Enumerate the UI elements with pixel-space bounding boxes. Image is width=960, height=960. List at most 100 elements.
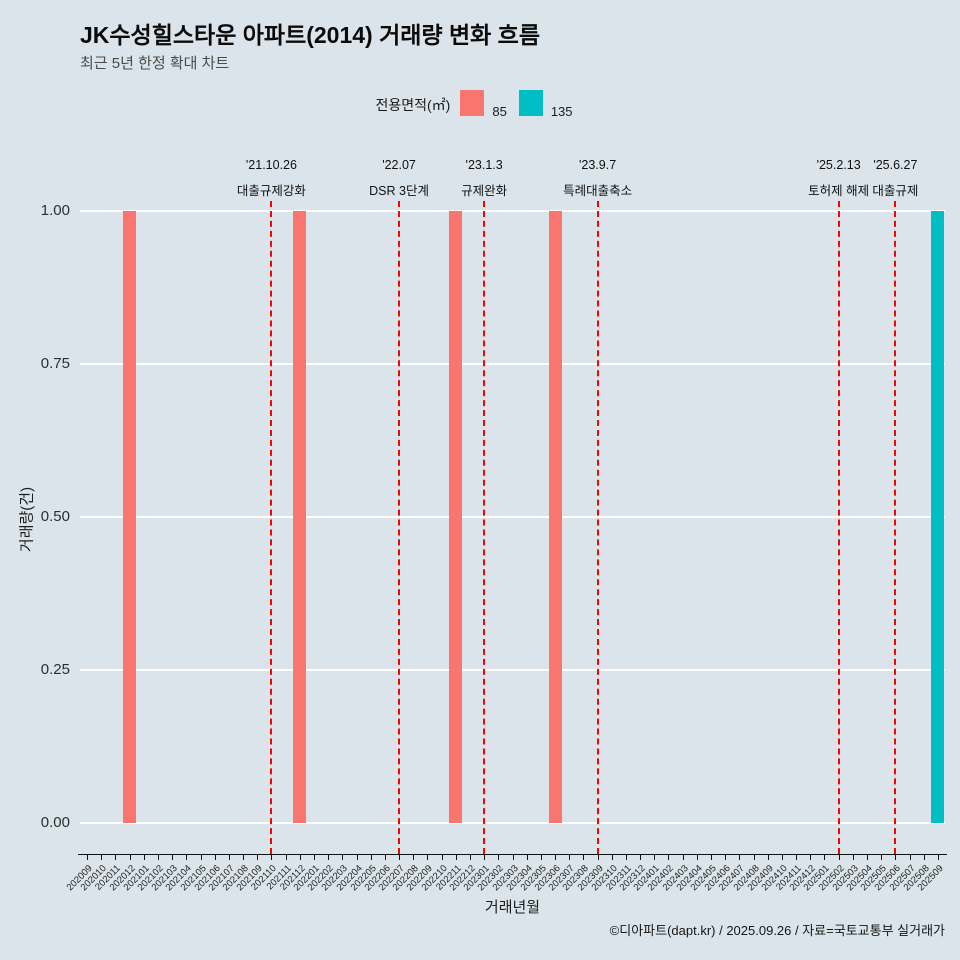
legend-item-label-135: 135 — [550, 103, 573, 119]
chart-title: JK수성힐스타운 아파트(2014) 거래량 변화 흐름 — [80, 22, 541, 48]
x-tick — [115, 855, 117, 860]
x-tick — [413, 855, 415, 860]
x-tick — [824, 855, 826, 860]
x-tick — [654, 855, 656, 860]
y-tick-label: 0.25 — [40, 661, 70, 678]
event-line-202309 — [596, 201, 599, 854]
event-date: '25.2.13 — [816, 158, 861, 172]
x-tick — [767, 855, 769, 860]
x-tick — [810, 855, 812, 860]
y-tick-label: 0.00 — [40, 814, 70, 831]
x-tick — [441, 855, 443, 860]
x-tick — [867, 855, 868, 860]
x-tick — [243, 855, 245, 860]
x-tick — [583, 855, 585, 860]
x-tick — [469, 855, 471, 860]
y-tick-label: 0.75 — [40, 355, 70, 372]
x-tick — [937, 855, 939, 860]
gridline-0.00 — [80, 822, 945, 824]
legend-swatch-85 — [460, 89, 485, 116]
x-axis-title: 거래년월 — [484, 899, 541, 916]
bar-135-202509 — [931, 211, 945, 823]
x-tick — [157, 855, 159, 860]
bar-85-202112 — [293, 211, 307, 823]
event-line-202301 — [483, 201, 486, 854]
gridline-0.25 — [80, 669, 945, 671]
x-tick — [271, 855, 273, 860]
legend-items: 85 135 — [460, 89, 584, 121]
x-tick — [611, 855, 613, 860]
x-tick — [909, 855, 911, 860]
x-tick — [711, 855, 713, 860]
x-tick — [455, 855, 457, 860]
x-tick — [228, 855, 230, 860]
bar-85-202306 — [548, 211, 562, 823]
x-tick — [526, 855, 528, 860]
y-tick-label: 0.50 — [40, 508, 70, 525]
x-tick — [838, 855, 840, 860]
x-tick — [313, 855, 315, 860]
legend-title: 전용면적(㎡) — [375, 97, 451, 113]
event-label: 대출규제강화 — [236, 184, 306, 198]
event-date: '22.07 — [382, 158, 416, 172]
x-tick — [484, 855, 486, 860]
x-tick — [399, 855, 401, 860]
x-tick — [200, 855, 202, 860]
bar-85-202211 — [449, 211, 463, 823]
x-tick — [696, 855, 698, 860]
x-tick — [881, 855, 883, 860]
x-tick — [342, 855, 344, 860]
gridline-0.50 — [80, 516, 945, 518]
x-tick — [384, 855, 386, 860]
x-tick — [725, 855, 727, 860]
y-tick-label: 1.00 — [40, 202, 70, 219]
x-tick — [143, 855, 145, 860]
x-tick — [540, 855, 542, 860]
x-tick — [625, 855, 627, 860]
x-tick — [640, 855, 642, 860]
x-tick — [852, 855, 854, 860]
x-tick — [172, 855, 174, 860]
x-tick — [923, 855, 925, 860]
x-tick — [668, 855, 670, 860]
event-label: 규제완화 — [461, 184, 508, 198]
x-tick — [328, 855, 330, 860]
x-tick — [555, 855, 557, 860]
event-line-202110 — [270, 201, 273, 854]
event-label: 특례대출축소 — [563, 184, 633, 198]
x-tick — [739, 855, 741, 860]
x-tick — [356, 855, 358, 860]
event-date: '21.10.26 — [245, 158, 297, 172]
x-tick — [796, 855, 798, 860]
event-label: 대출규제 — [872, 184, 919, 198]
x-tick — [569, 855, 571, 860]
chart-subtitle: 최근 5년 한정 확대 차트 — [80, 55, 230, 72]
x-tick — [214, 855, 216, 860]
x-tick — [597, 855, 599, 860]
legend: 전용면적(㎡) 85 135 — [0, 89, 960, 121]
event-date: '23.1.3 — [465, 158, 503, 172]
x-tick — [512, 855, 514, 860]
x-tick — [257, 855, 259, 860]
x-tick — [781, 855, 783, 860]
event-date: '25.6.27 — [873, 158, 918, 172]
x-axis-line — [78, 854, 947, 855]
gridline-1.00 — [80, 210, 945, 212]
y-axis-title: 거래량(건) — [18, 486, 36, 553]
x-tick — [895, 855, 897, 860]
x-tick — [285, 855, 287, 860]
x-tick — [370, 855, 372, 860]
x-tick — [753, 855, 755, 860]
x-tick — [129, 855, 131, 860]
event-line-202506 — [894, 201, 897, 854]
legend-item-label-85: 85 — [492, 103, 507, 119]
x-tick — [682, 855, 684, 860]
x-tick — [186, 855, 188, 860]
bar-85-202012 — [123, 211, 137, 823]
legend-swatch-135 — [518, 89, 543, 116]
gridline-0.75 — [80, 363, 945, 365]
source-caption: ©디아파트(dapt.kr) / 2025.09.26 / 자료=국토교통부 실… — [609, 923, 945, 938]
x-tick — [498, 855, 500, 860]
event-label: DSR 3단계 — [369, 184, 429, 198]
